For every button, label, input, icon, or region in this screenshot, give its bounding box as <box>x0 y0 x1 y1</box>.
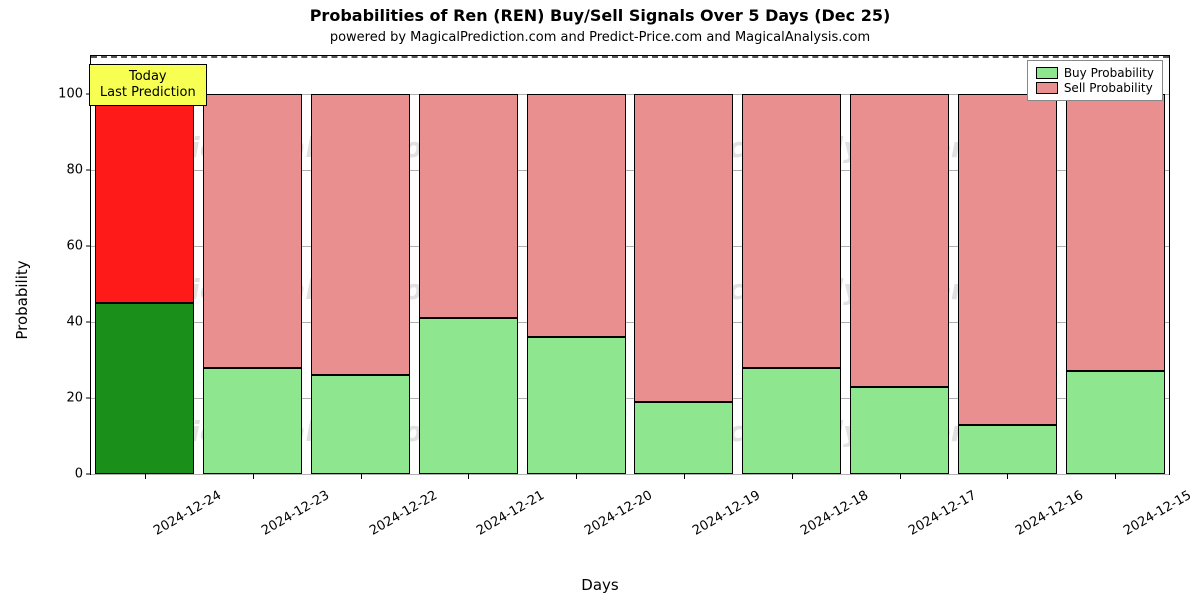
bar <box>527 56 626 474</box>
y-tick-label: 100 <box>58 87 83 102</box>
bar <box>95 56 194 474</box>
bar-segment-buy <box>1066 371 1165 474</box>
bar <box>1066 56 1165 474</box>
legend-label: Sell Probability <box>1064 81 1153 95</box>
bar-segment-sell <box>203 94 302 368</box>
bar-segment-sell <box>634 94 733 402</box>
bar-segment-buy <box>203 368 302 474</box>
chart-title: Probabilities of Ren (REN) Buy/Sell Sign… <box>0 6 1200 25</box>
chart-subtitle: powered by MagicalPrediction.com and Pre… <box>0 30 1200 45</box>
x-tick-mark <box>792 474 793 479</box>
y-tick-label: 0 <box>75 467 83 482</box>
legend-swatch <box>1036 67 1058 79</box>
plot-area: MagicalAnalysis.comMagicalAnalysis.comMa… <box>90 55 1170 475</box>
bar <box>850 56 949 474</box>
x-tick-label: 2024-12-15 <box>1121 488 1194 539</box>
bar-segment-buy <box>311 375 410 474</box>
x-tick-label: 2024-12-19 <box>690 488 763 539</box>
x-axis-label: Days <box>581 576 618 594</box>
bar-segment-buy <box>95 303 194 474</box>
bar <box>742 56 841 474</box>
annotation-line: Last Prediction <box>100 85 196 101</box>
x-tick-mark <box>1007 474 1008 479</box>
bar-segment-sell <box>958 94 1057 425</box>
bar <box>311 56 410 474</box>
x-tick-label: 2024-12-24 <box>151 488 224 539</box>
bar-segment-buy <box>742 368 841 474</box>
legend: Buy ProbabilitySell Probability <box>1027 60 1163 101</box>
bar-segment-buy <box>527 337 626 474</box>
annotation-line: Today <box>100 69 196 85</box>
bar-segment-sell <box>311 94 410 375</box>
legend-item: Sell Probability <box>1036 81 1154 95</box>
x-tick-mark <box>684 474 685 479</box>
y-axis-label: Probability <box>13 260 31 339</box>
bar <box>958 56 1057 474</box>
bar-segment-sell <box>95 94 194 303</box>
legend-label: Buy Probability <box>1064 66 1154 80</box>
today-annotation: TodayLast Prediction <box>89 64 207 107</box>
bars-layer <box>91 56 1169 474</box>
x-tick-mark <box>361 474 362 479</box>
x-tick-mark <box>1115 474 1116 479</box>
bar-segment-sell <box>850 94 949 387</box>
x-tick-label: 2024-12-18 <box>798 488 871 539</box>
x-tick-mark <box>145 474 146 479</box>
x-tick-label: 2024-12-17 <box>906 488 979 539</box>
y-tick-label: 80 <box>66 163 83 178</box>
x-tick-mark <box>253 474 254 479</box>
bar-segment-buy <box>419 318 518 474</box>
bar-segment-sell <box>742 94 841 368</box>
chart-container: Probabilities of Ren (REN) Buy/Sell Sign… <box>0 0 1200 600</box>
legend-swatch <box>1036 82 1058 94</box>
x-tick-mark <box>576 474 577 479</box>
x-tick-mark <box>900 474 901 479</box>
bar-segment-buy <box>958 425 1057 474</box>
bar-segment-sell <box>419 94 518 318</box>
x-tick-label: 2024-12-16 <box>1013 488 1086 539</box>
bar-segment-buy <box>634 402 733 474</box>
y-tick-label: 20 <box>66 391 83 406</box>
bar <box>634 56 733 474</box>
x-tick-label: 2024-12-21 <box>474 488 547 539</box>
x-tick-label: 2024-12-22 <box>367 488 440 539</box>
x-tick-mark <box>468 474 469 479</box>
y-tick-label: 40 <box>66 315 83 330</box>
bar-segment-sell <box>1066 94 1165 371</box>
bar-segment-buy <box>850 387 949 474</box>
x-tick-label: 2024-12-23 <box>259 488 332 539</box>
bar-segment-sell <box>527 94 626 337</box>
y-tick-label: 60 <box>66 239 83 254</box>
x-tick-label: 2024-12-20 <box>582 488 655 539</box>
bar <box>419 56 518 474</box>
legend-item: Buy Probability <box>1036 66 1154 80</box>
bar <box>203 56 302 474</box>
